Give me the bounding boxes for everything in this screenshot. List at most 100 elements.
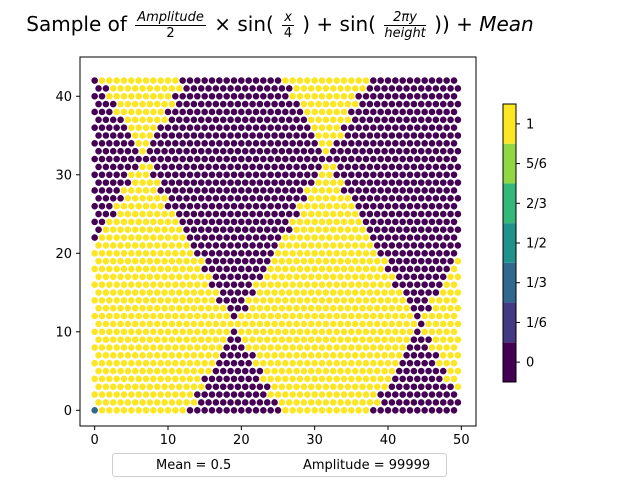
data-point xyxy=(431,320,440,328)
data-point xyxy=(186,202,194,211)
data-point xyxy=(439,225,448,234)
data-point xyxy=(160,241,169,250)
data-point xyxy=(303,92,312,101)
data-point xyxy=(343,304,352,313)
data-point xyxy=(182,257,191,266)
data-point xyxy=(384,76,392,85)
data-point xyxy=(402,147,411,156)
data-point xyxy=(178,327,187,336)
data-point xyxy=(384,186,392,195)
data-point xyxy=(102,304,110,313)
data-point xyxy=(373,84,382,93)
data-point xyxy=(318,327,326,336)
data-point xyxy=(134,343,143,352)
data-point xyxy=(391,406,400,415)
data-point xyxy=(413,233,422,242)
data-point xyxy=(398,343,407,352)
data-point xyxy=(241,304,250,313)
data-point xyxy=(435,374,444,383)
data-point xyxy=(138,398,147,407)
data-point xyxy=(226,241,235,250)
data-point xyxy=(318,374,326,383)
data-point xyxy=(124,367,132,375)
data-point xyxy=(233,257,242,266)
colorbar-tick-label: 1/2 xyxy=(526,237,547,252)
data-point xyxy=(252,265,260,273)
data-point xyxy=(124,335,132,344)
data-point xyxy=(211,178,220,187)
data-point xyxy=(292,288,301,297)
data-point xyxy=(102,241,110,250)
data-point xyxy=(428,233,436,242)
data-point xyxy=(277,382,286,391)
data-point xyxy=(431,194,440,203)
data-point xyxy=(358,210,367,218)
data-point xyxy=(376,108,385,116)
data-point xyxy=(112,123,121,132)
data-point xyxy=(310,296,319,305)
data-point xyxy=(409,335,418,344)
data-point xyxy=(310,202,319,211)
data-point xyxy=(263,84,272,93)
data-point xyxy=(142,139,150,148)
colorbar-segment xyxy=(503,104,516,144)
data-point xyxy=(336,351,345,360)
data-point xyxy=(420,202,429,211)
data-point xyxy=(435,249,444,258)
data-point xyxy=(340,249,348,258)
data-point xyxy=(417,84,426,93)
data-point xyxy=(420,92,429,101)
data-point xyxy=(156,233,165,242)
data-point xyxy=(340,296,348,305)
data-point xyxy=(248,241,257,250)
data-point xyxy=(347,108,356,116)
data-point xyxy=(281,233,290,242)
data-point xyxy=(189,194,198,203)
data-point xyxy=(340,76,348,85)
data-point xyxy=(138,163,147,171)
data-point xyxy=(145,163,154,171)
data-point xyxy=(208,155,216,163)
data-point xyxy=(156,280,165,289)
data-point xyxy=(365,257,374,266)
data-point xyxy=(395,398,404,407)
data-point xyxy=(208,343,216,352)
data-point xyxy=(332,296,341,305)
data-point xyxy=(303,170,312,179)
data-point xyxy=(197,288,206,297)
data-point xyxy=(226,178,235,187)
data-point xyxy=(292,210,301,218)
data-point xyxy=(131,194,140,203)
data-point xyxy=(186,249,194,258)
data-point xyxy=(175,304,184,313)
data-point xyxy=(274,390,282,399)
data-point xyxy=(369,312,378,320)
data-point xyxy=(307,225,316,234)
data-point xyxy=(428,108,436,116)
data-point xyxy=(193,202,202,211)
data-point xyxy=(274,139,282,148)
data-point xyxy=(186,280,194,289)
data-point xyxy=(197,163,206,171)
data-point xyxy=(365,84,374,93)
data-point xyxy=(277,84,286,93)
data-point xyxy=(380,241,389,250)
data-point xyxy=(285,272,294,281)
data-point xyxy=(255,194,264,203)
data-point xyxy=(109,288,118,297)
data-point xyxy=(153,163,162,171)
data-point xyxy=(219,288,228,297)
data-point xyxy=(450,123,458,132)
data-point xyxy=(321,210,330,218)
data-point xyxy=(362,296,370,305)
data-point xyxy=(211,257,220,266)
data-point xyxy=(105,327,114,336)
data-point xyxy=(354,155,363,163)
data-point xyxy=(116,351,125,360)
data-point xyxy=(343,398,352,407)
data-point xyxy=(406,186,414,195)
data-point xyxy=(329,398,338,407)
data-point xyxy=(186,374,194,383)
data-point xyxy=(450,92,458,101)
data-point xyxy=(413,312,422,320)
